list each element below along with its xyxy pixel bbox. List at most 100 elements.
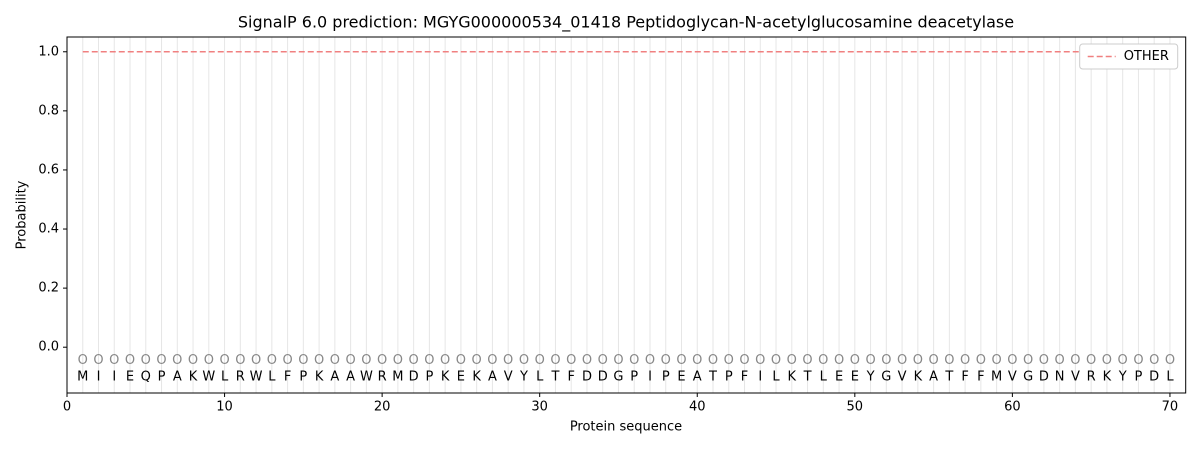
x-tick-label: 20 (374, 400, 391, 415)
predicted-label: O (1070, 353, 1080, 368)
residue-label: Y (866, 369, 875, 384)
residue-label: M (77, 369, 88, 384)
predicted-label: O (393, 353, 403, 368)
residue-label: D (1149, 369, 1159, 384)
predicted-label: O (125, 353, 135, 368)
predicted-label: O (267, 353, 277, 368)
residue-label: R (236, 369, 245, 384)
residue-label: M (392, 369, 403, 384)
predicted-label: O (818, 353, 828, 368)
residue-label: G (613, 369, 623, 384)
predicted-label: O (1102, 353, 1112, 368)
residue-label: K (1103, 369, 1112, 384)
predicted-label: O (613, 353, 623, 368)
predicted-label: O (251, 353, 261, 368)
residue-label: A (693, 369, 702, 384)
residue-label: F (284, 369, 291, 384)
y-axis-label: Probability (15, 180, 30, 249)
predicted-label: O (519, 353, 529, 368)
residue-label: G (1023, 369, 1033, 384)
residue-label: L (221, 369, 229, 384)
residue-label: A (330, 369, 339, 384)
predicted-label: O (298, 353, 308, 368)
residue-label: I (112, 369, 116, 384)
residue-label: V (1008, 369, 1017, 384)
residue-label: D (582, 369, 592, 384)
residue-label: V (898, 369, 907, 384)
predicted-label: O (377, 353, 387, 368)
predicted-label: O (645, 353, 655, 368)
predicted-label: O (881, 353, 891, 368)
residue-label: T (550, 369, 559, 384)
x-tick-label: 30 (531, 400, 548, 415)
predicted-label: O (976, 353, 986, 368)
residue-label: Y (519, 369, 528, 384)
predicted-label: O (992, 353, 1002, 368)
x-tick-label: 50 (847, 400, 864, 415)
x-tick-label: 40 (689, 400, 706, 415)
predicted-label: O (1118, 353, 1128, 368)
residue-label: V (1071, 369, 1080, 384)
predicted-label: O (204, 353, 214, 368)
residue-label: I (758, 369, 762, 384)
residue-label: F (977, 369, 984, 384)
residue-label: K (472, 369, 481, 384)
residue-label: W (202, 369, 215, 384)
residue-label: P (1135, 369, 1143, 384)
predicted-label: O (724, 353, 734, 368)
residue-label: V (504, 369, 513, 384)
predicted-label: O (787, 353, 797, 368)
predicted-label: O (913, 353, 923, 368)
legend-box (1079, 43, 1179, 70)
predicted-label: O (141, 353, 151, 368)
predicted-label: O (692, 353, 702, 368)
x-tick-label: 10 (216, 400, 233, 415)
y-tick-label: 0.0 (38, 340, 59, 355)
predicted-label: O (456, 353, 466, 368)
predicted-label: O (219, 353, 229, 368)
predicted-label: O (109, 353, 119, 368)
predicted-label: O (739, 353, 749, 368)
residue-label: T (803, 369, 812, 384)
residue-label: I (97, 369, 101, 384)
x-tick-label: 60 (1004, 400, 1021, 415)
predicted-label: O (865, 353, 875, 368)
predicted-label: O (708, 353, 718, 368)
residue-label: F (741, 369, 748, 384)
residue-label: L (268, 369, 276, 384)
residue-label: R (1087, 369, 1096, 384)
residue-label: E (126, 369, 134, 384)
predicted-label: O (361, 353, 371, 368)
residue-label: K (189, 369, 198, 384)
predicted-label: O (771, 353, 781, 368)
residue-label: P (158, 369, 166, 384)
predicted-label: O (93, 353, 103, 368)
predicted-label: O (330, 353, 340, 368)
predicted-label: O (1055, 353, 1065, 368)
residue-label: A (488, 369, 497, 384)
residue-label: W (360, 369, 373, 384)
predicted-label: O (1149, 353, 1159, 368)
residue-label: E (851, 369, 859, 384)
predicted-label: O (409, 353, 419, 368)
residue-label: L (772, 369, 780, 384)
legend-label: OTHER (1124, 49, 1169, 64)
residue-label: D (409, 369, 419, 384)
predicted-label: O (566, 353, 576, 368)
residue-label: K (441, 369, 450, 384)
residue-label: E (457, 369, 465, 384)
residue-label: P (630, 369, 638, 384)
predicted-label: O (235, 353, 245, 368)
residue-label: P (299, 369, 307, 384)
y-tick-label: 0.2 (38, 281, 59, 296)
residue-label: F (567, 369, 574, 384)
predicted-label: O (345, 353, 355, 368)
predicted-label: O (440, 353, 450, 368)
predicted-label: O (550, 353, 560, 368)
predicted-label: O (188, 353, 198, 368)
predicted-label: O (960, 353, 970, 368)
residue-label: K (315, 369, 324, 384)
residue-label: G (881, 369, 891, 384)
predicted-label: O (598, 353, 608, 368)
